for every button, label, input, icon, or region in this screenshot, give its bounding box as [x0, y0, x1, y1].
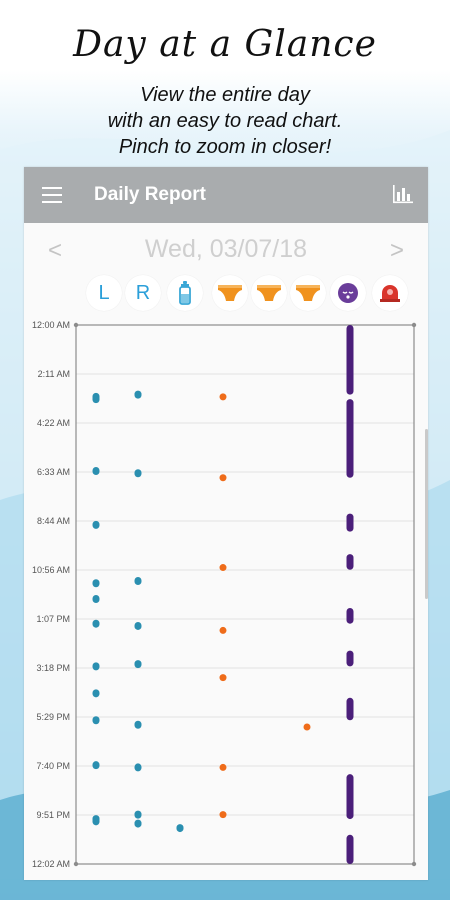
app-screen: Daily Report < Wed, 03/07/18 > L R	[24, 167, 428, 880]
sleep-bar	[346, 325, 354, 395]
promo-line-2: with an easy to read chart.	[107, 110, 343, 132]
diaper-wet-filter[interactable]	[212, 275, 248, 311]
right-breast-filter[interactable]: R	[125, 275, 161, 311]
bottle-filter[interactable]	[167, 275, 203, 311]
left-breast-filter[interactable]: L	[86, 275, 122, 311]
previous-day-button[interactable]: <	[48, 237, 63, 264]
y-tick-label: 12:02 AM	[32, 859, 70, 869]
y-tick-label: 8:44 AM	[37, 516, 70, 526]
sleep-bar	[346, 774, 354, 820]
R-feed-mark	[134, 660, 142, 669]
sleep-bar	[346, 697, 354, 721]
day-chart-svg[interactable]: 12:00 AM 2:11 AM 4:22 AM 6:33 AM 8:44 AM 10:5…	[24, 317, 428, 880]
diaper-icon	[257, 285, 281, 301]
R-feed-mark	[134, 390, 142, 399]
L-feed-mark	[92, 594, 100, 603]
category-icon-row: L R	[24, 275, 428, 311]
diaper-wet-mark	[219, 763, 227, 771]
R-feed-mark	[134, 577, 142, 586]
promo-line-1: View the entire day	[140, 84, 310, 106]
y-tick-label: 3:18 PM	[36, 663, 70, 673]
L-feed-mark	[92, 689, 100, 698]
y-tick-label: 7:40 PM	[36, 761, 70, 771]
frame-corner	[73, 861, 79, 867]
y-tick-label: 4:22 AM	[37, 418, 70, 428]
pump-icon	[380, 285, 400, 302]
scrollbar[interactable]	[425, 429, 428, 599]
R-feed-mark	[134, 819, 142, 828]
L-feed-mark	[92, 817, 100, 826]
L-feed-mark	[92, 579, 100, 588]
sleep-bar	[346, 554, 354, 570]
frame-corner	[411, 861, 417, 867]
diaper-wet-mark	[219, 674, 227, 682]
R-feed-mark	[134, 720, 142, 729]
sleep-bar	[346, 513, 354, 532]
promo-line-3: Pinch to zoom in closer!	[118, 136, 332, 158]
L-feed-mark	[92, 619, 100, 628]
y-tick-label: 12:00 AM	[32, 320, 70, 330]
sleep-filter[interactable]	[330, 275, 366, 311]
y-tick-label: 6:33 AM	[37, 467, 70, 477]
diaper-icon	[218, 285, 242, 301]
sleep-bar	[346, 650, 354, 667]
L-feed-mark	[92, 716, 100, 725]
page-title: Daily Report	[94, 184, 206, 205]
pump-filter[interactable]	[372, 275, 408, 311]
frame-corner	[73, 322, 79, 328]
promo-title: Day at a Glance	[73, 24, 377, 65]
L-feed-mark	[92, 662, 100, 671]
date-navigator: < Wed, 03/07/18 >	[24, 233, 428, 267]
diaper-wet-mark	[219, 811, 227, 819]
frame-corner	[411, 322, 417, 328]
sleep-bar	[346, 834, 354, 864]
bar-chart-icon[interactable]	[392, 183, 414, 205]
y-tick-label: 1:07 PM	[36, 614, 70, 624]
current-date[interactable]: Wed, 03/07/18	[144, 235, 308, 263]
next-day-button[interactable]: >	[389, 237, 404, 264]
y-tick-label: 10:56 AM	[32, 565, 70, 575]
sleeping-baby-icon	[338, 283, 358, 303]
diaper-mixed-mark	[303, 723, 311, 731]
promo-subtitle: View the entire day with an easy to read…	[0, 82, 450, 160]
app-bar: Daily Report	[24, 167, 428, 223]
diaper-mixed-filter[interactable]	[290, 275, 326, 311]
diaper-wet-mark	[219, 626, 227, 634]
sleep-bar	[346, 607, 354, 624]
sleep-bar	[346, 399, 354, 478]
left-label: L	[98, 281, 110, 304]
diaper-wet-mark	[219, 393, 227, 401]
diaper-wet-mark	[219, 474, 227, 482]
bottle-feed-mark	[176, 824, 184, 833]
right-label: R	[135, 281, 151, 304]
diaper-dirty-filter[interactable]	[251, 275, 287, 311]
y-tick-label: 2:11 AM	[38, 369, 70, 379]
menu-icon[interactable]	[42, 187, 62, 203]
L-feed-mark	[92, 761, 100, 770]
L-feed-mark	[92, 520, 100, 529]
bottle-icon	[179, 281, 191, 305]
y-tick-label: 5:29 PM	[36, 712, 70, 722]
chart-frame	[75, 324, 415, 865]
y-tick-label: 9:51 PM	[36, 810, 70, 820]
R-feed-mark	[134, 763, 142, 772]
R-feed-mark	[134, 810, 142, 819]
R-feed-mark	[134, 621, 142, 630]
diaper-icon	[296, 285, 320, 301]
L-feed-mark	[92, 466, 100, 475]
diaper-wet-mark	[219, 564, 227, 572]
L-feed-mark	[92, 395, 100, 404]
R-feed-mark	[134, 469, 142, 478]
day-chart[interactable]: 12:00 AM 2:11 AM 4:22 AM 6:33 AM 8:44 AM 10:5…	[24, 317, 428, 880]
